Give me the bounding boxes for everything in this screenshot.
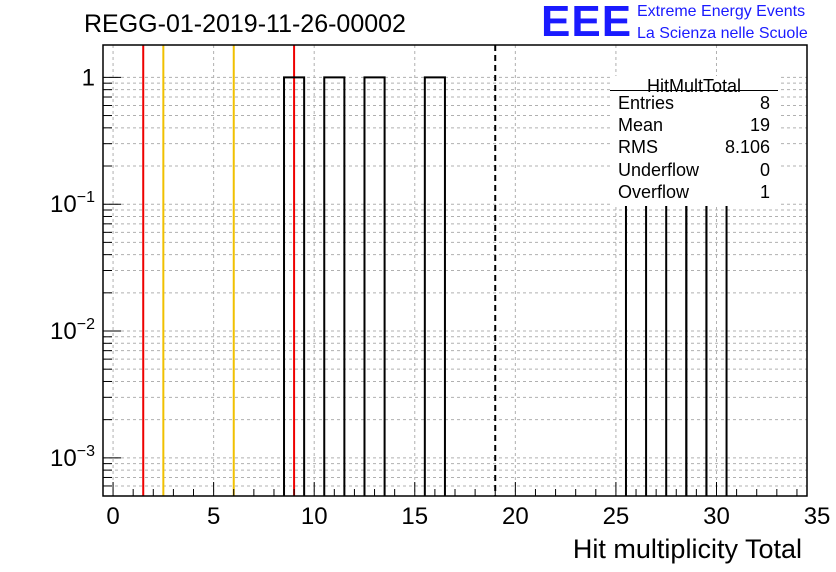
stats-label: RMS xyxy=(618,137,658,157)
stats-row-mean: Mean 19 xyxy=(618,115,770,137)
x-tick-label: 35 xyxy=(804,503,831,530)
y-tick-label: 1 xyxy=(82,64,95,91)
stats-label: Mean xyxy=(618,115,664,135)
x-tick-label: 15 xyxy=(401,503,428,530)
logo-subtitle-line1: Extreme Energy Events xyxy=(637,3,806,20)
y-tick-label: 10−1 xyxy=(50,189,95,218)
stats-label: Underflow xyxy=(618,160,700,180)
stats-value: 8 xyxy=(759,93,770,113)
x-tick-label: 20 xyxy=(502,503,529,530)
chart-title: REGG-01-2019-11-26-00002 xyxy=(84,10,406,38)
histogram-bar xyxy=(323,76,346,496)
stats-label: Overflow xyxy=(618,182,690,202)
histogram-bar xyxy=(363,76,386,496)
stats-row-underflow: Underflow 0 xyxy=(618,160,770,182)
stats-value: 8.106 xyxy=(724,137,770,157)
stats-value: 19 xyxy=(749,115,770,135)
histogram-bar xyxy=(283,76,306,496)
stats-row-overflow: Overflow 1 xyxy=(618,182,770,204)
x-tick-label: 5 xyxy=(207,503,220,530)
x-axis-label: Hit multiplicity Total xyxy=(572,534,802,564)
x-tick-label: 0 xyxy=(106,503,119,530)
y-tick-label: 10−3 xyxy=(50,443,95,472)
x-tick-label: 10 xyxy=(301,503,328,530)
stats-value: 0 xyxy=(759,160,770,180)
stats-row-rms: RMS 8.106 xyxy=(618,137,770,159)
x-tick-label: 25 xyxy=(603,503,630,530)
logo-subtitle-line2: La Scienza nelle Scuole xyxy=(637,25,808,42)
histogram-bar xyxy=(423,76,446,496)
stats-row-entries: Entries 8 xyxy=(618,93,770,115)
eee-logo: EEE xyxy=(541,0,633,46)
stats-label: Entries xyxy=(618,93,675,113)
stats-divider xyxy=(610,90,778,91)
stats-box: HitMultTotal Entries 8 Mean 19 RMS 8.106… xyxy=(610,76,778,206)
stats-value: 1 xyxy=(759,182,770,202)
y-tick-label: 10−2 xyxy=(50,316,95,345)
x-tick-label: 30 xyxy=(703,503,730,530)
stats-title: HitMultTotal xyxy=(646,76,742,96)
